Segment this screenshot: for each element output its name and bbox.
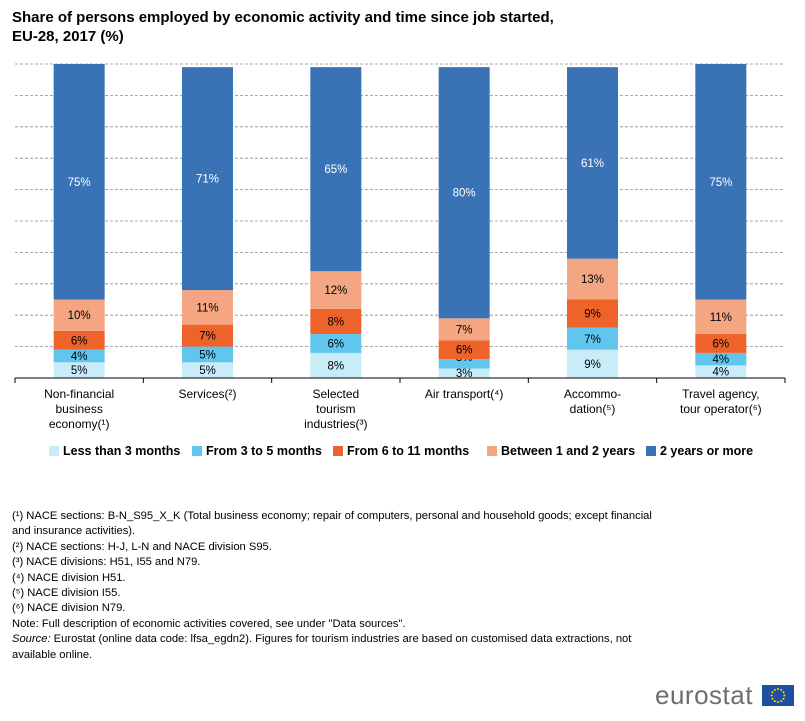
bar-segment bbox=[567, 299, 618, 328]
bar-segment bbox=[438, 359, 490, 369]
chart-title-line-2: EU-28, 2017 (%) bbox=[12, 28, 124, 45]
notes-list: (¹) NACE sections: B-N_S95_X_K (Total bu… bbox=[12, 509, 652, 632]
bar-segment bbox=[53, 362, 105, 378]
bar-segment bbox=[438, 318, 490, 341]
footnote: Note: Full description of economic activ… bbox=[12, 617, 406, 630]
data-label: 4% bbox=[713, 354, 730, 366]
data-label: 12% bbox=[324, 285, 347, 297]
legend-item: Between 1 and 2 years bbox=[487, 444, 635, 458]
data-label: 6% bbox=[713, 338, 730, 350]
bar-segment bbox=[182, 67, 233, 291]
data-label: 10% bbox=[68, 310, 91, 322]
data-label: 5% bbox=[71, 365, 88, 377]
data-label: 8% bbox=[328, 360, 345, 372]
bar-segment bbox=[695, 365, 747, 378]
bar-segment bbox=[310, 352, 362, 378]
data-label: 9% bbox=[584, 309, 601, 321]
bar-segment bbox=[438, 340, 490, 360]
legend-swatch bbox=[192, 446, 202, 456]
category-label: Non-financial business economy(¹) bbox=[44, 387, 115, 431]
footnote: (²) NACE sections: H-J, L-N and NACE div… bbox=[12, 540, 272, 553]
category-label: Services(²) bbox=[178, 387, 237, 401]
data-label: 8% bbox=[328, 316, 345, 328]
legend-label: Between 1 and 2 years bbox=[501, 444, 636, 458]
data-label: 5% bbox=[199, 365, 216, 377]
data-label: 11% bbox=[710, 312, 732, 324]
bar-segment bbox=[695, 352, 747, 366]
legend-item: From 3 to 5 months bbox=[192, 444, 322, 458]
bar-segment bbox=[53, 330, 105, 350]
data-label: 7% bbox=[584, 334, 601, 346]
footnote: (³) NACE divisions: H51, I55 and N79. bbox=[12, 556, 201, 569]
data-label: 4% bbox=[713, 367, 730, 379]
legend-swatch bbox=[646, 446, 656, 456]
legend-item: 2 years or more bbox=[646, 444, 753, 458]
bar-segment bbox=[53, 64, 105, 300]
bar-segment bbox=[567, 327, 618, 350]
data-label: 65% bbox=[324, 164, 347, 176]
bar-segment bbox=[310, 67, 362, 272]
legend-swatch bbox=[49, 446, 59, 456]
data-label: 80% bbox=[453, 188, 476, 200]
data-label: 3% bbox=[456, 368, 473, 380]
data-label: 6% bbox=[71, 335, 88, 347]
bar-segment bbox=[310, 308, 362, 335]
data-label: 71% bbox=[196, 174, 219, 186]
category-label: Travel agency, tour operator(⁶) bbox=[680, 387, 762, 416]
category-label: Selected tourism industries(³) bbox=[304, 387, 368, 431]
footnote: (⁶) NACE division N79. bbox=[12, 602, 126, 615]
data-label: 11% bbox=[196, 302, 218, 314]
data-label: 6% bbox=[328, 338, 345, 350]
stacked-bar-chart: 5%4%6%10%75%5%5%7%11%71%8%6%8%12%65%3%3%… bbox=[14, 63, 786, 383]
source-note: Source: Eurostat (online data code: lfsa… bbox=[12, 632, 652, 663]
chart-title: Share of persons employed by economic ac… bbox=[12, 8, 792, 46]
legend-swatch bbox=[487, 446, 497, 456]
footnote: (¹) NACE sections: B-N_S95_X_K (Total bu… bbox=[12, 510, 652, 538]
data-label: 7% bbox=[199, 331, 216, 343]
legend-label: From 3 to 5 months bbox=[206, 444, 322, 458]
legend-label: From 6 to 11 months bbox=[347, 444, 470, 458]
data-label: 5% bbox=[199, 349, 216, 361]
legend-swatch bbox=[333, 446, 343, 456]
footnote: (⁴) NACE division H51. bbox=[12, 571, 126, 584]
data-label: 6% bbox=[456, 345, 473, 357]
bar-segment bbox=[310, 271, 362, 309]
bar-segment bbox=[438, 67, 490, 319]
bar-segment bbox=[695, 334, 747, 353]
bar-segment bbox=[182, 290, 233, 325]
bar-segment bbox=[567, 258, 618, 300]
eu-flag-icon bbox=[762, 685, 794, 706]
bar-segment bbox=[182, 362, 233, 378]
data-label: 4% bbox=[71, 351, 88, 363]
category-label: Accommo-dation(⁵) bbox=[563, 387, 622, 416]
category-label: Air transport(⁴) bbox=[424, 387, 504, 401]
bar-segment bbox=[310, 334, 362, 353]
bar-segment bbox=[567, 67, 618, 259]
bar-segment bbox=[438, 368, 490, 378]
legend-item: Less than 3 months bbox=[49, 444, 180, 458]
source-text: Eurostat (online data code: lfsa_egdn2).… bbox=[12, 633, 632, 661]
bar-segment bbox=[695, 299, 747, 335]
bar-segment bbox=[53, 349, 105, 363]
chart-title-line-1: Share of persons employed by economic ac… bbox=[12, 9, 554, 26]
data-label: 13% bbox=[581, 274, 604, 286]
legend-label: 2 years or more bbox=[660, 444, 754, 458]
data-label: 9% bbox=[584, 359, 601, 371]
bar-segment bbox=[182, 346, 233, 363]
bar-segment bbox=[53, 299, 105, 331]
data-label: 75% bbox=[709, 177, 732, 189]
eurostat-logo-text: eurostat bbox=[655, 680, 753, 710]
legend-label: Less than 3 months bbox=[63, 444, 181, 458]
bar-segment bbox=[567, 349, 618, 378]
data-label: 75% bbox=[68, 177, 91, 189]
footnote: (⁵) NACE division I55. bbox=[12, 587, 121, 600]
bar-segment bbox=[182, 324, 233, 347]
legend-item: From 6 to 11 months bbox=[333, 444, 469, 458]
data-label: 61% bbox=[581, 158, 604, 170]
source-label: Source: bbox=[12, 633, 51, 646]
data-label: 7% bbox=[456, 324, 473, 336]
footnotes: (¹) NACE sections: B-N_S95_X_K (Total bu… bbox=[12, 509, 652, 663]
bar-segment bbox=[695, 64, 747, 300]
